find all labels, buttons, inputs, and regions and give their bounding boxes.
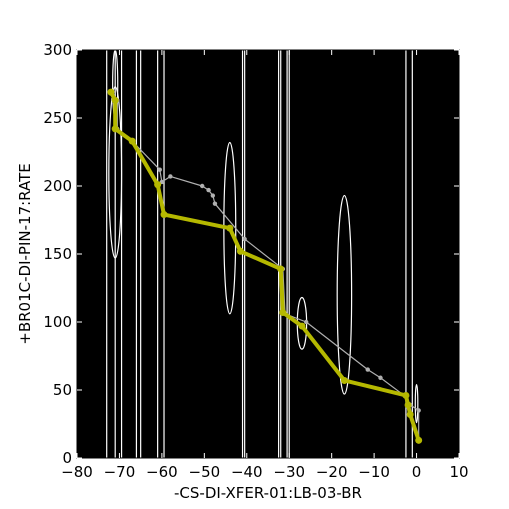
series-point-secondary (242, 236, 247, 242)
x-axis-label: -CS-DI-XFER-01:LB-03-BR (174, 484, 362, 502)
series-point-secondary (378, 375, 383, 380)
x-tick-label: −50 (189, 463, 221, 481)
x-tick-label: −80 (61, 463, 93, 481)
series-point-secondary (212, 201, 218, 206)
plot-area (77, 50, 459, 458)
y-tick-label: 50 (53, 381, 72, 399)
series-point-secondary (304, 319, 309, 325)
series-point-secondary (206, 187, 211, 193)
series-point-primary (107, 88, 115, 96)
uncertainty-ellipse (414, 383, 419, 424)
series-point-primary (279, 308, 287, 316)
x-tick-label: −10 (358, 463, 390, 481)
uncertainty-ellipse (108, 86, 123, 259)
series-point-secondary (168, 174, 173, 179)
series-point-secondary (416, 408, 421, 413)
series-point-primary (402, 391, 410, 399)
series-point-primary (236, 247, 244, 255)
series-point-primary (406, 410, 414, 418)
series-point-primary (404, 401, 412, 409)
series-point-primary (111, 96, 119, 104)
series-point-secondary (365, 367, 370, 372)
data-series (107, 88, 423, 444)
series-point-secondary (200, 183, 205, 189)
series-point-primary (277, 265, 285, 273)
x-tick-label: −70 (104, 463, 136, 481)
y-tick-label: 100 (43, 313, 72, 331)
series-point-primary (340, 376, 348, 384)
x-tick-label: −40 (231, 463, 263, 481)
x-tick-label: −60 (146, 463, 178, 481)
series-point-primary (154, 181, 162, 189)
y-axis-ticks: 0 50 100 150 200 250 300 (43, 41, 459, 467)
series-point-primary (128, 137, 136, 145)
series-line-primary (109, 91, 421, 441)
series-point-primary (415, 436, 423, 444)
series-point-secondary (210, 193, 216, 198)
uncertainty-ellipse (336, 194, 353, 395)
x-tick-label: 0 (412, 463, 422, 481)
y-tick-label: 150 (43, 245, 72, 263)
x-tick-label: −30 (273, 463, 305, 481)
series-point-primary (160, 211, 168, 219)
series-point-secondary (157, 167, 162, 172)
x-tick-label: 10 (449, 463, 468, 481)
y-tick-label: 250 (43, 109, 72, 127)
y-tick-label: 0 (62, 449, 72, 467)
series-point-primary (226, 224, 234, 232)
vertical-reference-lines (106, 50, 413, 458)
y-tick-label: 300 (43, 41, 72, 59)
x-axis-ticks: −80 −70 −60 −50 −40 −30 −20 −10 0 10 (61, 50, 469, 481)
series-point-primary (111, 125, 119, 133)
series-point-primary (298, 322, 306, 330)
x-tick-label: −20 (316, 463, 348, 481)
series-point-secondary (159, 179, 165, 185)
y-axis-label: +BR01C-DI-PIN-17:RATE (16, 163, 34, 344)
y-tick-label: 200 (43, 177, 72, 195)
